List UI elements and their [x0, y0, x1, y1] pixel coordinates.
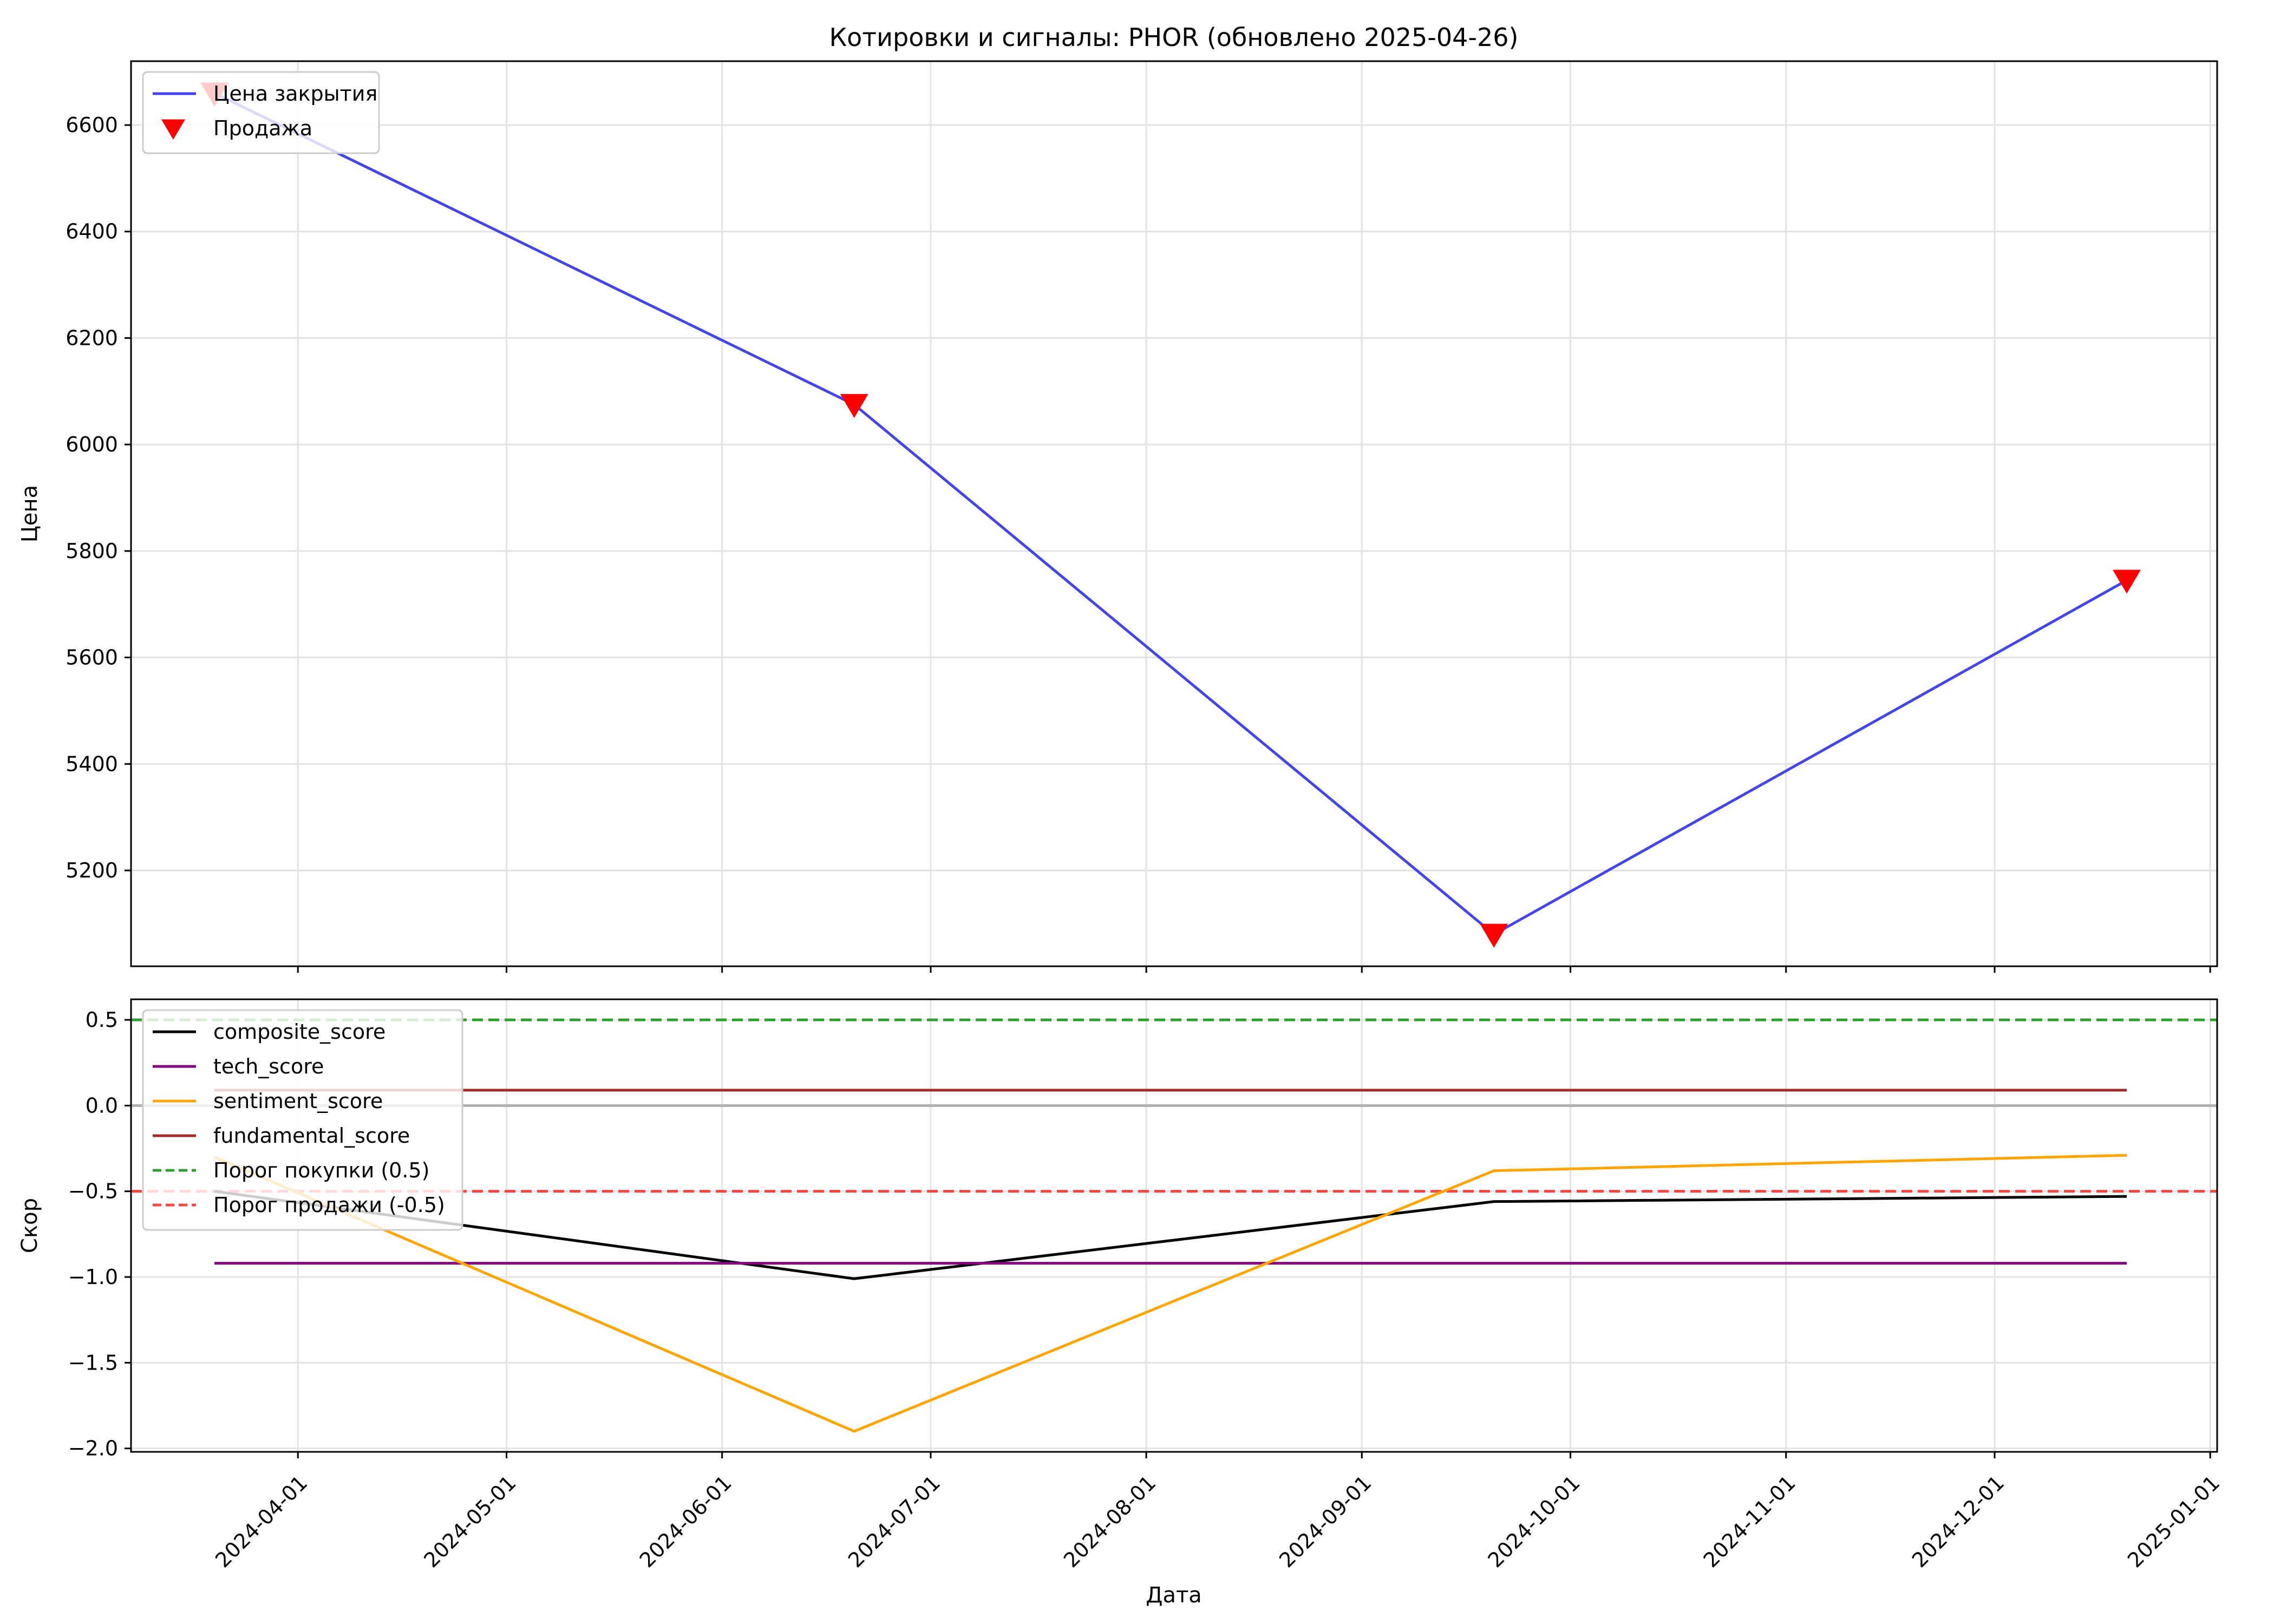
y-tick-label: −1.5 — [68, 1351, 118, 1374]
y-tick-label: −0.5 — [68, 1180, 118, 1203]
legend-label: composite_score — [213, 1020, 385, 1044]
series-line-composite_score — [214, 1190, 2127, 1280]
y-tick-label: 6000 — [66, 433, 118, 456]
series-line- — [214, 91, 2128, 936]
y-axis-label: Скор — [17, 1198, 42, 1253]
legend-marker — [161, 119, 185, 140]
legend: composite_score tech_score sentiment_score… — [142, 1009, 463, 1231]
axes-frame — [130, 998, 2218, 1453]
y-tick-label: 5600 — [66, 646, 118, 670]
series-line-sentiment_score — [214, 1154, 2127, 1433]
legend: Цена закрытия Продажа — [142, 71, 380, 154]
y-tick-label: 5800 — [66, 539, 118, 563]
y-tick-label: 5400 — [66, 752, 118, 776]
sell-marker — [1480, 924, 1508, 948]
y-tick-label: 6600 — [66, 113, 118, 137]
chart-title: Котировки и сигналы: PHOR (обновлено 202… — [829, 23, 1519, 52]
y-tick-label: 5200 — [66, 859, 118, 882]
legend-label: Продажа — [213, 116, 312, 140]
legend-label: Порог покупки (0.5) — [213, 1158, 429, 1182]
y-tick-label: 0.5 — [86, 1008, 118, 1032]
legend-label: Цена закрытия — [213, 82, 377, 106]
y-tick-label: 6200 — [66, 326, 118, 350]
legend-box — [142, 1009, 463, 1231]
y-tick-label: −1.0 — [68, 1265, 118, 1289]
sell-marker — [840, 394, 868, 418]
axes-frame — [130, 60, 2218, 967]
legend-label: Порог продажи (-0.5) — [213, 1193, 445, 1217]
y-tick-label: 6400 — [66, 220, 118, 244]
legend-label: fundamental_score — [213, 1124, 410, 1148]
legend-label: tech_score — [213, 1055, 324, 1078]
legend-label: sentiment_score — [213, 1089, 383, 1113]
sell-marker — [2113, 569, 2141, 594]
y-tick-label: −2.0 — [68, 1437, 118, 1461]
y-axis-label: Цена — [17, 485, 42, 542]
price-panel: 5200 5400 5600 5800 6000 6200 6400 6600 Цена Цена… — [17, 60, 2218, 973]
legend-box — [142, 71, 380, 154]
y-tick-label: 0.0 — [86, 1093, 118, 1117]
x-axis-label: Дата — [1146, 1583, 1202, 1608]
